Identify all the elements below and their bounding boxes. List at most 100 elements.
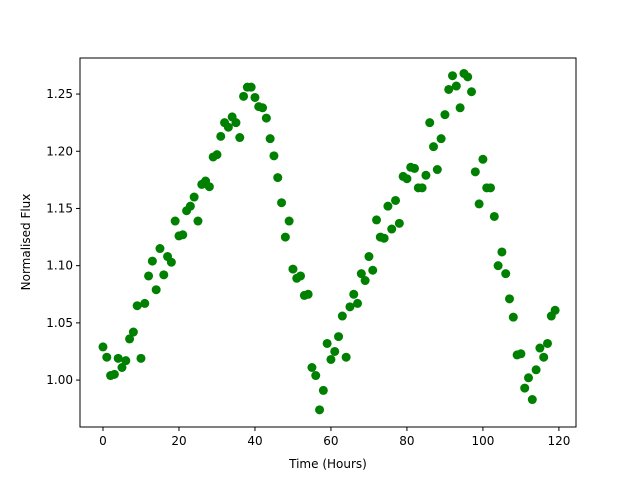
data-point [98, 342, 108, 352]
y-tick-label: 1.25 [46, 87, 73, 101]
x-tick-label: 0 [99, 434, 107, 448]
y-tick-label: 1.15 [46, 201, 73, 215]
data-point [341, 352, 351, 362]
data-point [151, 285, 161, 295]
data-point [505, 294, 515, 304]
data-point [307, 363, 317, 373]
y-tick-label: 1.20 [46, 144, 73, 158]
data-point [216, 131, 226, 141]
data-point [425, 118, 435, 128]
data-point [349, 289, 359, 299]
data-point [109, 369, 119, 379]
data-point [520, 383, 530, 393]
data-point [231, 118, 241, 128]
x-tick-label: 20 [171, 434, 186, 448]
x-tick-label: 60 [323, 434, 338, 448]
data-point [136, 353, 146, 363]
data-point [360, 276, 370, 286]
data-point [113, 353, 123, 363]
data-point [417, 183, 427, 193]
data-point [493, 261, 503, 271]
data-point [117, 363, 127, 373]
data-point [421, 170, 431, 180]
data-point [486, 183, 496, 193]
data-point [345, 302, 355, 312]
data-point [451, 81, 461, 91]
data-point [315, 405, 325, 415]
data-point [273, 173, 283, 183]
data-point [550, 305, 560, 315]
data-point [531, 365, 541, 375]
data-point [501, 269, 511, 279]
data-point [508, 312, 518, 322]
data-point [489, 211, 499, 221]
data-point [524, 373, 534, 383]
y-tick-label: 1.05 [46, 316, 73, 330]
x-tick-label: 40 [247, 434, 262, 448]
data-point [277, 198, 287, 208]
data-point [535, 343, 545, 353]
data-point [193, 216, 203, 226]
data-point [474, 199, 484, 209]
data-point [261, 113, 271, 123]
data-point [140, 298, 150, 308]
data-point [121, 356, 131, 366]
data-point [280, 232, 290, 242]
data-point [303, 289, 313, 299]
x-tick-label: 120 [547, 434, 570, 448]
x-axis-label: Time (Hours) [288, 457, 367, 471]
data-point [470, 167, 480, 177]
data-point [159, 270, 169, 280]
data-point [311, 371, 321, 381]
data-point [125, 334, 135, 344]
data-point [269, 151, 279, 161]
data-point [178, 230, 188, 240]
data-point [391, 195, 401, 205]
data-point [246, 82, 256, 92]
data-point [364, 252, 374, 262]
data-point [383, 201, 393, 211]
data-point [170, 216, 180, 226]
data-point [394, 218, 404, 228]
data-point [185, 201, 195, 211]
data-point [318, 385, 328, 395]
data-point [455, 103, 465, 113]
data-point [284, 216, 294, 226]
data-point [326, 354, 336, 364]
data-point [235, 133, 245, 143]
data-point [497, 247, 507, 257]
data-point [155, 244, 165, 254]
data-point [527, 395, 537, 405]
data-point [402, 174, 412, 184]
y-tick-label: 1.10 [46, 259, 73, 273]
data-point [539, 352, 549, 362]
data-point [429, 142, 439, 152]
data-point [467, 87, 477, 97]
data-point [265, 134, 275, 144]
data-point [353, 298, 363, 308]
data-point [330, 346, 340, 356]
data-point [204, 182, 214, 192]
data-point [128, 327, 138, 337]
data-point [144, 271, 154, 281]
data-point [516, 349, 526, 359]
data-point [543, 338, 553, 348]
y-tick-label: 1.00 [46, 373, 73, 387]
data-point [368, 265, 378, 275]
data-point [334, 332, 344, 342]
data-point [387, 224, 397, 234]
x-tick-label: 80 [399, 434, 414, 448]
data-point [432, 165, 442, 175]
data-point [436, 134, 446, 144]
data-point [258, 103, 268, 113]
data-point [239, 91, 249, 101]
data-point [463, 72, 473, 82]
data-point [212, 150, 222, 160]
data-point [132, 301, 142, 311]
y-axis-label: Normalised Flux [19, 194, 33, 291]
data-point [250, 92, 260, 102]
data-point [379, 233, 389, 243]
data-point [147, 256, 157, 266]
data-point [444, 84, 454, 94]
